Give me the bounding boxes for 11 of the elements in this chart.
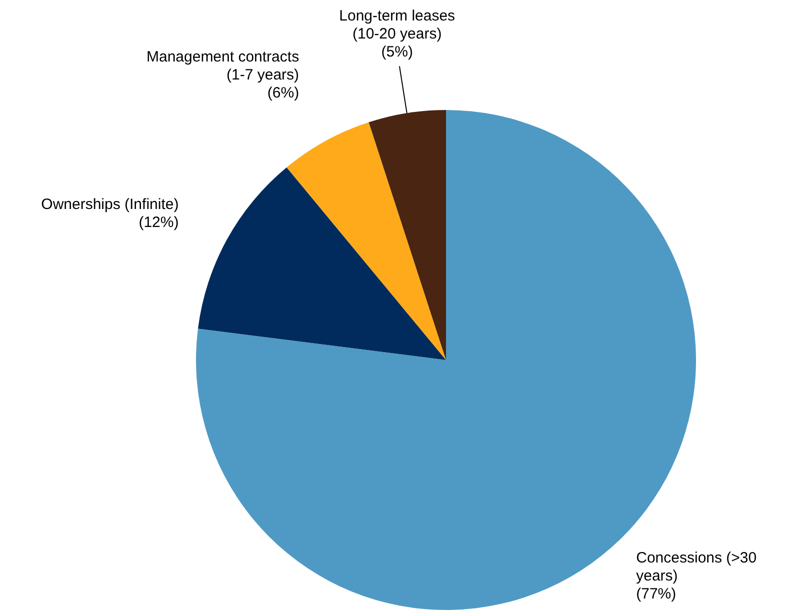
data-label: (12%) <box>138 214 179 232</box>
slice-label: Management contracts (1-7 years) <box>146 48 300 84</box>
slice-label: Concessions (>30 years) <box>636 550 757 585</box>
pie-slice <box>286 122 446 360</box>
data-label: (5%) <box>381 43 413 60</box>
pie-slice <box>368 110 446 360</box>
data-label: (6%) <box>267 84 300 102</box>
pie-slice <box>198 167 446 360</box>
slice-label: Ownerships (Infinite) <box>41 196 179 214</box>
slice-label: Long-term leases (10-20 years) <box>339 7 456 42</box>
data-label: (77%) <box>636 586 676 603</box>
